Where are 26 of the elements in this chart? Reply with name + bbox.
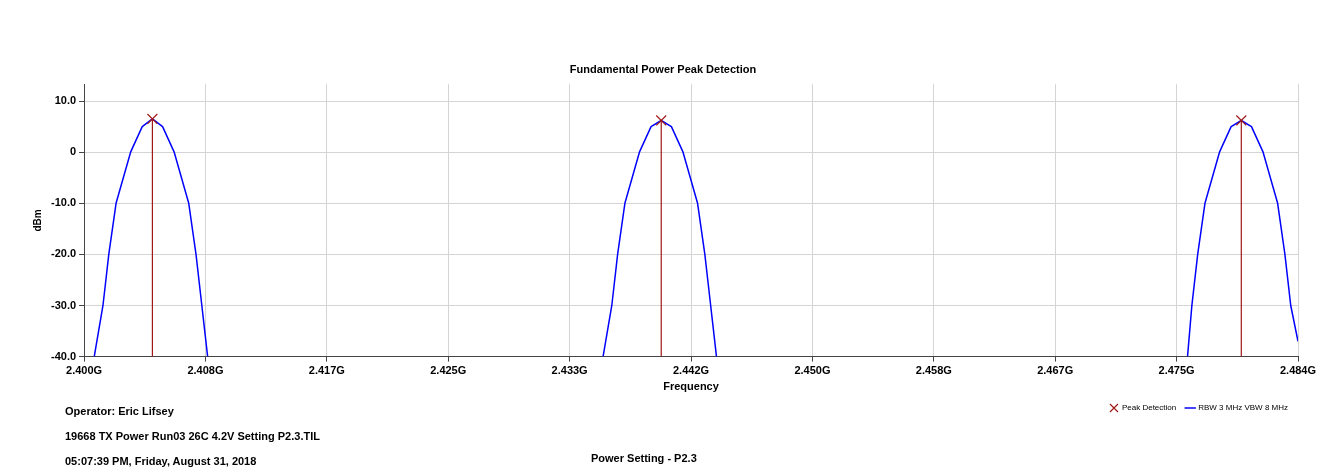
y-axis-title: dBm xyxy=(31,209,43,232)
y-tick-label: -20.0 xyxy=(50,247,77,260)
y-tick-label: 10.0 xyxy=(54,94,77,107)
x-tick-label: 2.475G xyxy=(1158,364,1195,377)
x-tick-label: 2.467G xyxy=(1037,364,1074,377)
text: 05:07:39 PM, Friday, August 31, 2018 xyxy=(65,455,257,468)
legend-label: RBW 3 MHz VBW 8 MHz xyxy=(1198,403,1288,413)
x-tick-label: 2.484G xyxy=(1279,364,1317,377)
y-tick-label: 0 xyxy=(69,145,77,158)
x-tick-label: 2.425G xyxy=(430,364,467,377)
x-tick-label: 2.417G xyxy=(308,364,345,377)
text: 19668 TX Power Run03 26C 4.2V Setting P2.3.TIL xyxy=(65,430,321,443)
x-tick-label: 2.442G xyxy=(672,364,710,377)
x-tick-label: 2.400G xyxy=(66,364,103,377)
legend-label: Peak Detection xyxy=(1121,403,1177,413)
x-tick-label: 2.408G xyxy=(187,364,224,377)
y-tick-label: -30.0 xyxy=(50,298,77,311)
text: Operator: Eric Lifsey xyxy=(65,405,175,418)
y-tick-label: -10.0 xyxy=(50,196,77,209)
chart-title: Fundamental Power Peak Detection xyxy=(569,62,757,75)
x-axis-title: Frequency xyxy=(663,380,720,393)
y-tick-label: -40.0 xyxy=(50,349,77,362)
text: Power Setting - P2.3 xyxy=(591,452,697,465)
x-tick-label: 2.458G xyxy=(915,364,952,377)
x-tick-label: 2.450G xyxy=(794,364,831,377)
x-tick-label: 2.433G xyxy=(551,364,588,377)
